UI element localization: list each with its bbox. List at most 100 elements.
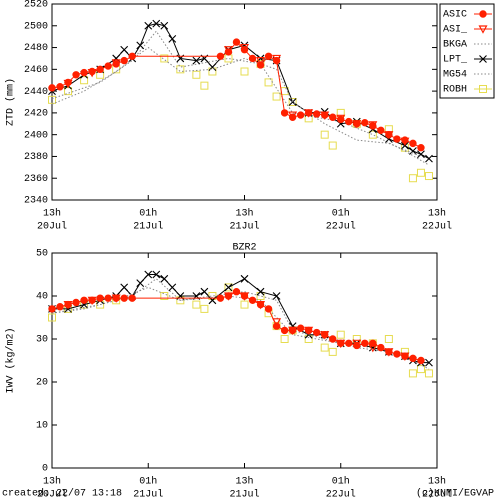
point: [80, 296, 88, 304]
legend-label: ASIC: [443, 10, 467, 21]
series-line: [51, 278, 430, 370]
point: [377, 343, 385, 352]
y-axis-label: ZTD (mm): [5, 78, 17, 126]
y-tick-label: 2440: [24, 87, 48, 98]
point: [425, 358, 433, 367]
point: [368, 130, 377, 139]
y-tick-label: 2460: [24, 65, 48, 76]
point: [152, 19, 161, 28]
point: [56, 303, 64, 311]
point: [288, 113, 297, 121]
point: [393, 135, 401, 143]
series-line: [51, 46, 422, 157]
point: [160, 21, 169, 30]
x-tick-date: 22Jul: [326, 489, 356, 500]
point: [353, 341, 361, 350]
point: [256, 57, 266, 66]
point: [321, 111, 329, 119]
x-tick-label: 01h: [332, 208, 350, 220]
point: [136, 279, 145, 287]
point: [216, 294, 225, 302]
point: [385, 348, 393, 356]
point: [224, 283, 233, 292]
point: [409, 354, 417, 363]
x-tick-date: 20Jul: [37, 489, 67, 500]
point: [409, 147, 417, 155]
point: [320, 130, 329, 139]
y-tick-label: 2480: [24, 43, 48, 54]
chart-title: BZR2: [232, 243, 256, 254]
point: [200, 287, 209, 296]
point: [192, 70, 201, 79]
x-tick-date: 22Jul: [326, 221, 356, 233]
series: [63, 292, 410, 361]
y-tick-label: 2380: [24, 152, 48, 163]
point: [312, 328, 321, 337]
point: [96, 294, 104, 302]
point: [337, 115, 345, 124]
point: [112, 60, 120, 68]
point: [336, 330, 345, 339]
y-tick-label: 2500: [24, 21, 48, 32]
point: [136, 41, 145, 50]
point: [160, 292, 169, 300]
point: [88, 67, 96, 76]
y-tick-label: 2520: [24, 0, 48, 11]
x-tick-label: 13h: [428, 476, 446, 488]
point: [216, 52, 225, 60]
y-tick-label: 50: [36, 249, 48, 260]
point: [232, 38, 241, 46]
point: [232, 288, 241, 296]
point: [409, 139, 417, 148]
y-tick-label: 10: [36, 421, 48, 432]
series: [51, 46, 422, 157]
x-tick-label: 13h: [428, 208, 446, 220]
point: [56, 83, 64, 91]
point: [64, 300, 72, 309]
point: [384, 335, 393, 343]
point: [256, 287, 265, 296]
series-line: [51, 30, 430, 166]
point: [160, 274, 169, 283]
point: [72, 298, 80, 307]
point: [104, 62, 112, 70]
point: [144, 270, 153, 279]
point: [224, 292, 233, 300]
x-tick-label: 01h: [332, 476, 350, 488]
point: [288, 326, 297, 335]
x-tick-label: 13h: [43, 208, 61, 220]
point: [425, 154, 433, 163]
point: [224, 283, 233, 292]
point: [328, 141, 337, 150]
point: [408, 174, 417, 183]
series: [48, 19, 433, 163]
point: [296, 111, 305, 119]
point: [112, 294, 120, 302]
point: [96, 65, 104, 74]
point: [240, 274, 249, 283]
x-tick-date: 22Jul: [422, 489, 452, 500]
point: [353, 120, 361, 128]
point: [80, 68, 88, 77]
point: [256, 300, 265, 309]
point: [264, 305, 273, 313]
legend-marker: [479, 10, 487, 18]
x-tick-label: 13h: [43, 476, 61, 488]
point: [296, 324, 305, 332]
point: [200, 81, 209, 90]
point: [417, 356, 425, 365]
point: [385, 130, 393, 139]
legend-marker: [479, 85, 487, 93]
point: [88, 296, 96, 304]
legend-label: ASI_: [443, 25, 468, 36]
point: [240, 292, 249, 300]
point: [320, 343, 329, 352]
series-line: [51, 41, 422, 149]
series: [48, 38, 425, 152]
point: [312, 110, 321, 118]
x-tick-date: 21Jul: [229, 221, 259, 233]
x-tick-label: 13h: [235, 208, 253, 220]
point: [48, 313, 56, 322]
legend-marker: [478, 25, 488, 34]
